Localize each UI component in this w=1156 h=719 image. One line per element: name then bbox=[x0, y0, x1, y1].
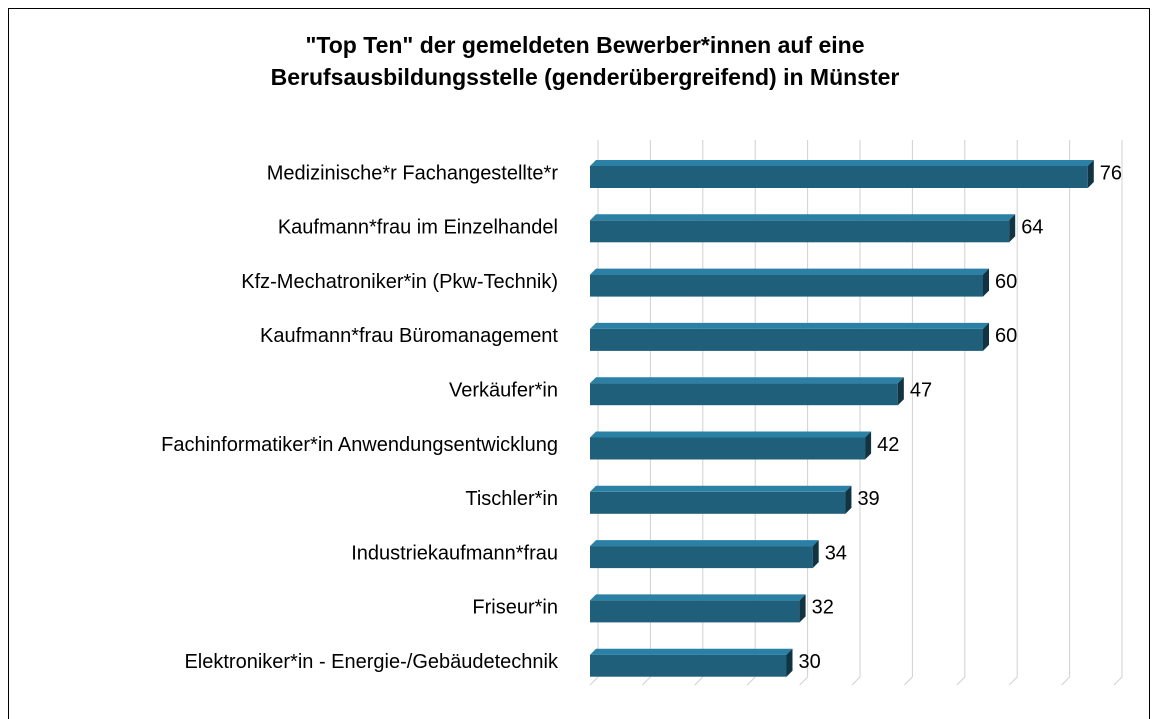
bar bbox=[590, 383, 898, 406]
category-label: Kfz-Mechatroniker*in (Pkw-Technik) bbox=[241, 271, 558, 293]
category-label: Kaufmann*frau im Einzelhandel bbox=[278, 217, 558, 239]
bar-side bbox=[983, 268, 989, 297]
bar-top bbox=[590, 377, 904, 384]
bar-side bbox=[1009, 214, 1016, 243]
bar-side bbox=[786, 648, 793, 677]
bar-side bbox=[983, 322, 989, 351]
data-label: 30 bbox=[799, 651, 821, 673]
bar-top bbox=[590, 160, 1094, 166]
data-label: 76 bbox=[1100, 162, 1122, 184]
bar-side bbox=[845, 485, 852, 514]
bar bbox=[590, 654, 787, 677]
category-label: Verkäufer*in bbox=[449, 379, 558, 401]
grid-line bbox=[1113, 676, 1123, 686]
bar-top bbox=[590, 594, 806, 601]
category-label: Tischler*in bbox=[465, 488, 558, 510]
category-label: Kaufmann*frau Büromanagement bbox=[260, 325, 558, 347]
bar-top bbox=[590, 322, 989, 329]
bar-top bbox=[590, 485, 852, 492]
grid-line bbox=[1061, 676, 1070, 686]
bar bbox=[590, 437, 866, 460]
bar-side bbox=[799, 594, 806, 623]
data-label: 60 bbox=[995, 325, 1017, 347]
data-label: 47 bbox=[910, 379, 932, 401]
chart-title: "Top Ten" der gemeldeten Bewerber*innen … bbox=[305, 32, 864, 58]
grid-line bbox=[694, 676, 704, 686]
grid-line bbox=[799, 676, 808, 686]
grid-line bbox=[956, 676, 966, 686]
bar bbox=[590, 546, 813, 569]
category-label: Friseur*in bbox=[472, 597, 558, 619]
bar bbox=[590, 328, 983, 351]
data-label: 64 bbox=[1021, 217, 1043, 239]
bar-side bbox=[1087, 160, 1094, 188]
bar bbox=[590, 600, 800, 623]
grid-line bbox=[746, 676, 756, 686]
grid-line bbox=[589, 676, 599, 686]
chart-frame bbox=[8, 8, 1150, 719]
grid-line bbox=[851, 676, 861, 686]
category-label: Medizinische*r Fachangestellte*r bbox=[267, 162, 559, 184]
data-label: 32 bbox=[812, 597, 834, 619]
bar-side bbox=[865, 431, 872, 460]
grid-line bbox=[642, 676, 651, 686]
data-label: 34 bbox=[825, 542, 847, 564]
bar-top bbox=[590, 648, 793, 655]
category-label: Fachinformatiker*in Anwendungsentwicklun… bbox=[161, 434, 558, 456]
category-label: Elektroniker*in - Energie-/Gebäudetechni… bbox=[184, 651, 559, 673]
bar bbox=[590, 166, 1088, 188]
bar bbox=[590, 274, 983, 297]
grid-line bbox=[1008, 676, 1018, 686]
bar bbox=[590, 491, 846, 514]
bar-top bbox=[590, 214, 1016, 221]
category-label: Industriekaufmann*frau bbox=[351, 542, 558, 564]
bar-top bbox=[590, 540, 819, 547]
bar-top bbox=[590, 431, 872, 438]
chart-title: Berufsausbildungsstelle (genderübergreif… bbox=[271, 64, 900, 90]
bar-side bbox=[897, 377, 904, 406]
data-label: 39 bbox=[857, 488, 879, 510]
grid-line bbox=[904, 676, 913, 686]
bar-top bbox=[590, 268, 989, 275]
data-label: 42 bbox=[877, 434, 899, 456]
bar bbox=[590, 220, 1010, 243]
data-label: 60 bbox=[995, 271, 1017, 293]
bar-side bbox=[812, 540, 819, 569]
